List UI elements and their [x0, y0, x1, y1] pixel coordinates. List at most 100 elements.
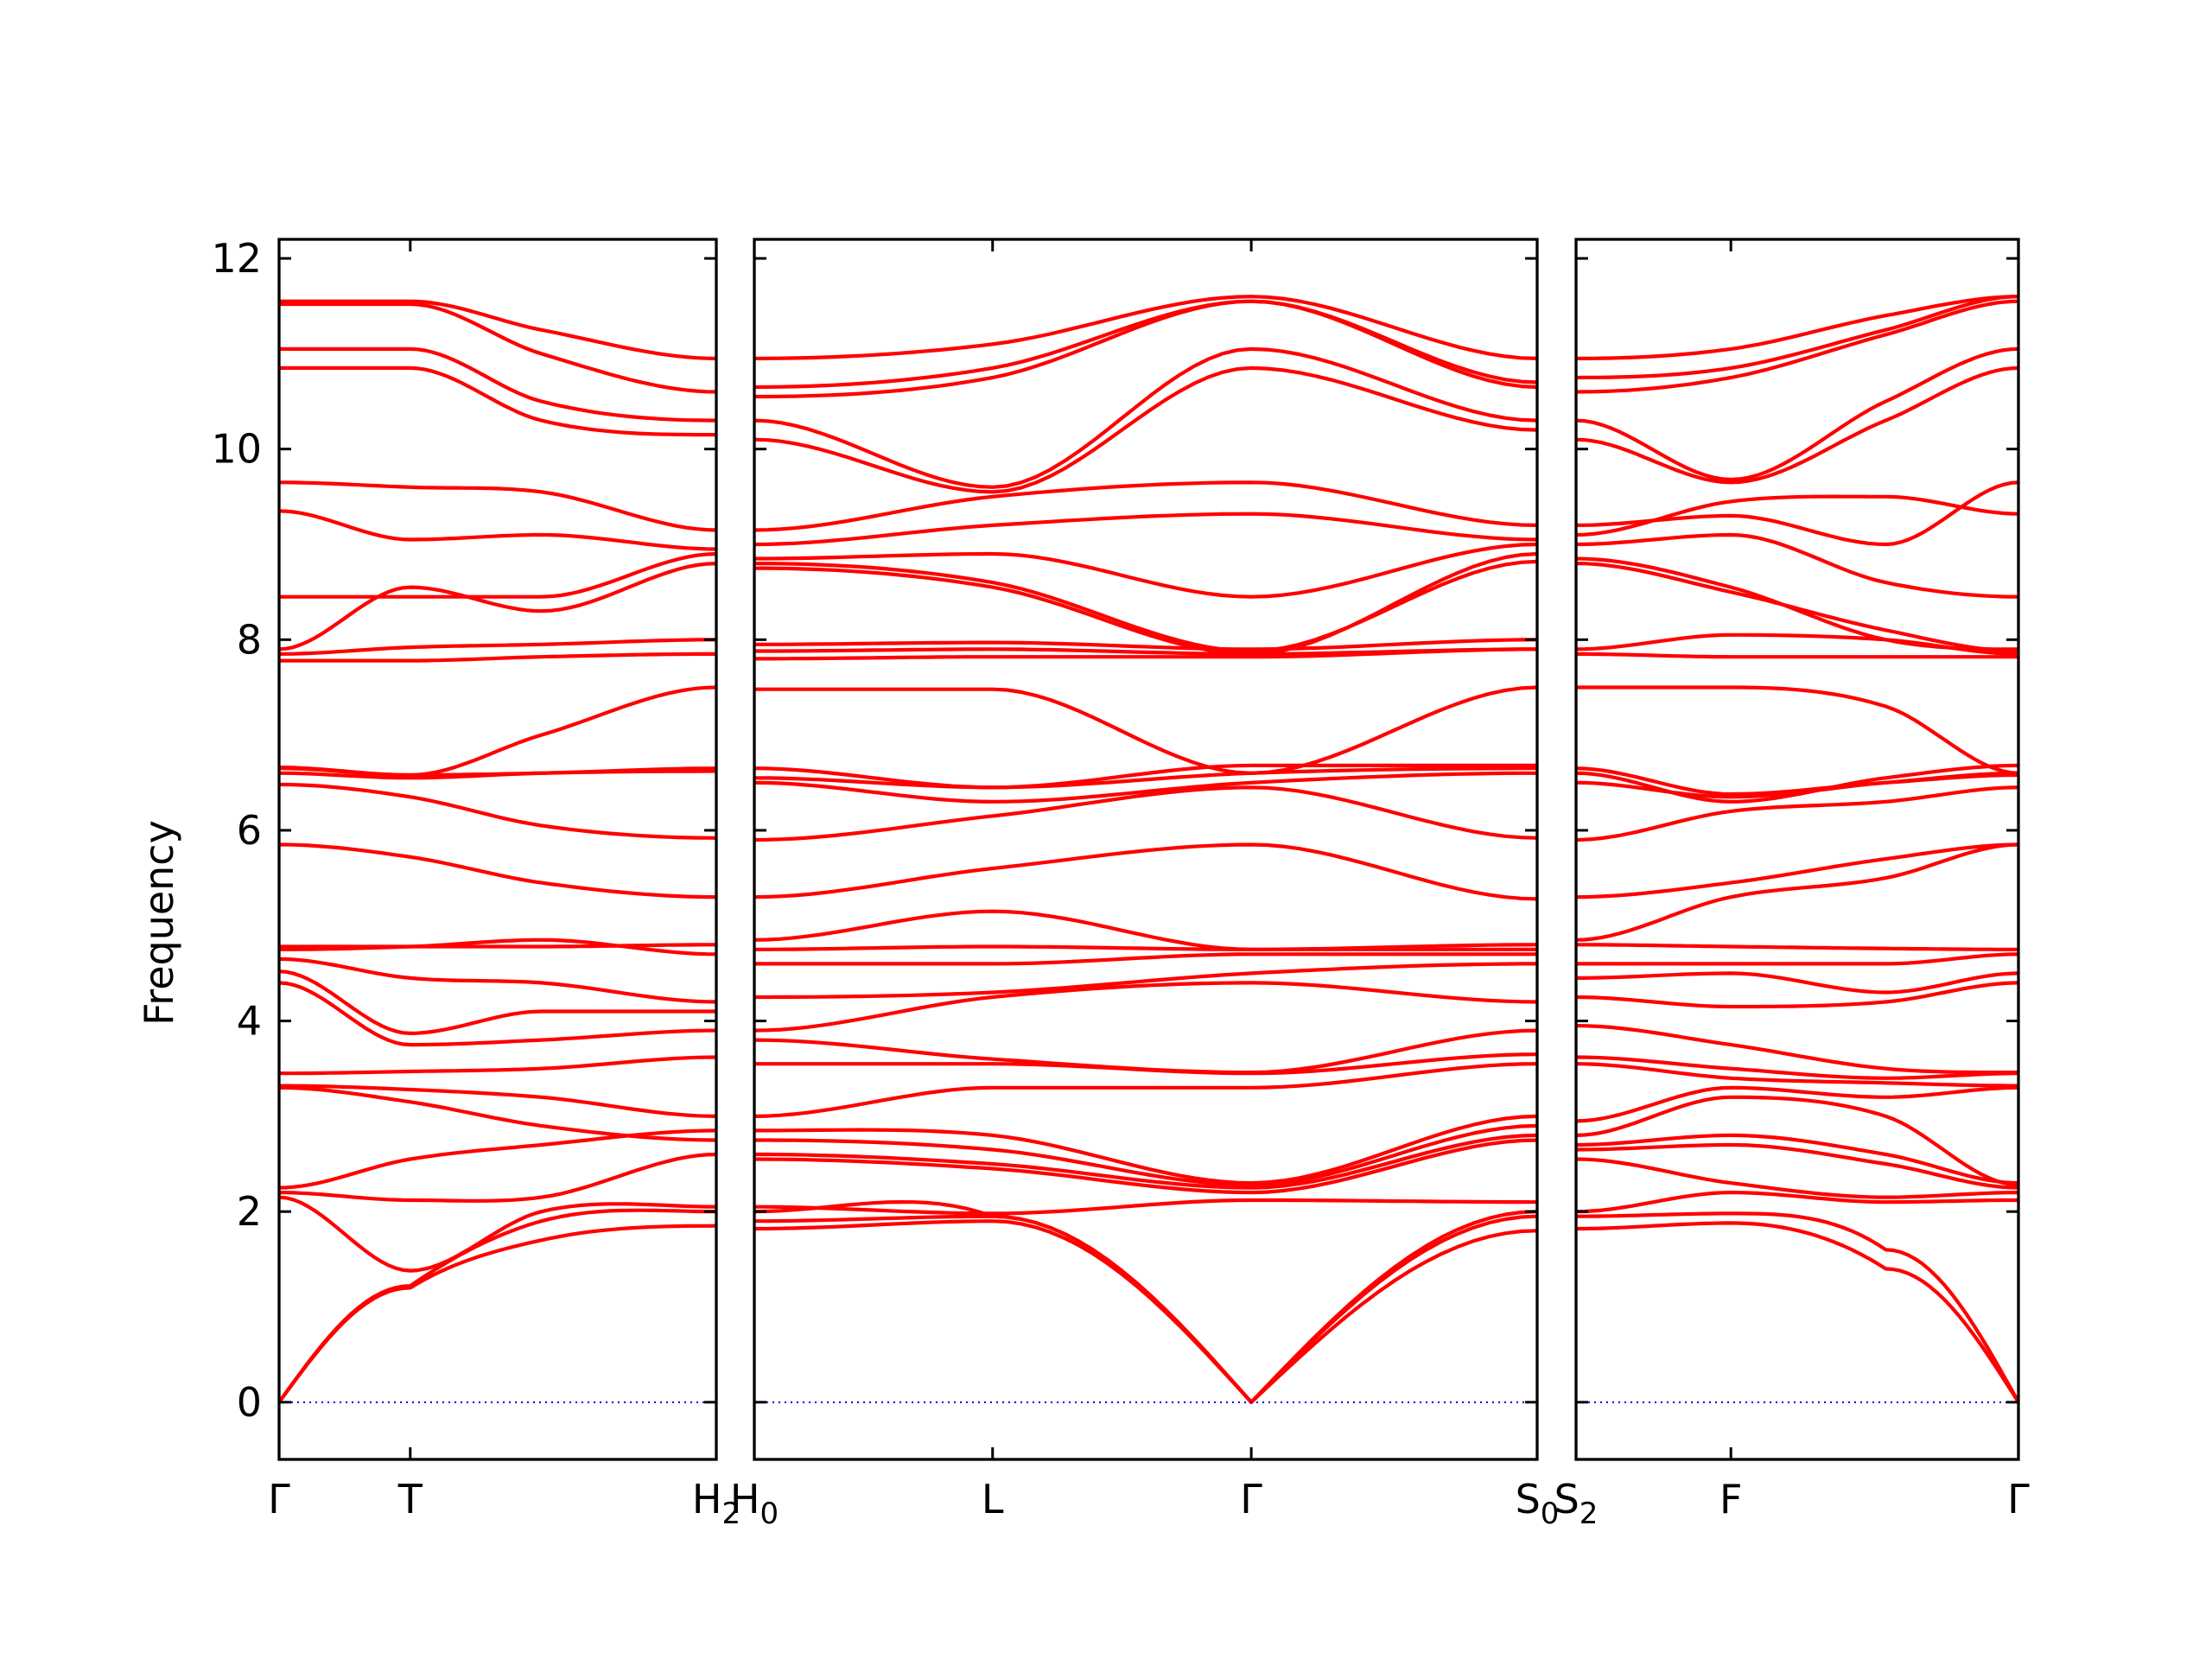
- band-28: [754, 542, 1538, 599]
- band-31: [753, 365, 1538, 494]
- x-tick-label: T: [397, 1476, 423, 1522]
- band-7: [1575, 1095, 2019, 1187]
- band-23: [278, 509, 717, 551]
- band-31: [1575, 346, 2019, 482]
- band-15: [754, 943, 1538, 951]
- band-1: [1576, 1221, 2020, 1403]
- band-12: [753, 981, 1538, 1033]
- band-3: [278, 1195, 717, 1273]
- band-18: [753, 785, 1538, 842]
- band-8: [1575, 1085, 2019, 1123]
- x-tick-label: S0: [1516, 1476, 1560, 1531]
- band-28: [279, 299, 717, 360]
- y-axis-label: Frequency: [136, 820, 182, 1026]
- band-28: [1575, 494, 2019, 537]
- band-30: [1575, 365, 2019, 485]
- y-tick-label: 2: [237, 1188, 262, 1235]
- x-tick-label: L: [982, 1476, 1004, 1522]
- band-13: [279, 943, 716, 949]
- band-20: [1575, 763, 2019, 804]
- band-4: [754, 1198, 1538, 1216]
- band-2: [754, 1214, 1538, 1404]
- band-7: [754, 1123, 1538, 1187]
- band-24: [754, 647, 1538, 656]
- band-15: [1576, 943, 2018, 951]
- band-15: [279, 782, 717, 840]
- band-6: [1575, 1133, 2019, 1185]
- band-12: [1575, 981, 2019, 1009]
- band-9: [753, 1062, 1538, 1118]
- band-27: [279, 302, 717, 394]
- band-1: [754, 1219, 1538, 1404]
- band-8: [754, 1114, 1538, 1185]
- band-14: [279, 842, 717, 899]
- band-33: [754, 299, 1538, 399]
- band-5: [1575, 1142, 2019, 1190]
- y-tick-label: 4: [237, 998, 262, 1045]
- band-16: [753, 909, 1537, 951]
- panel-frame: [753, 238, 1539, 1461]
- band-21: [753, 763, 1537, 790]
- x-tick-label-subscript: 0: [760, 1497, 779, 1531]
- band-6: [754, 1133, 1538, 1190]
- band-4: [1575, 1157, 2019, 1199]
- band-2: [277, 1208, 717, 1404]
- band-11: [1575, 1024, 2018, 1075]
- band-29: [1575, 480, 2019, 547]
- band-3: [1575, 1191, 2018, 1214]
- band-24: [279, 480, 717, 532]
- band-14: [1576, 952, 2019, 966]
- band-20: [753, 766, 1537, 790]
- y-tick-label: 12: [211, 235, 262, 282]
- band-9: [1575, 1062, 2018, 1088]
- band-13: [1576, 971, 2019, 995]
- panel-frame: [1574, 238, 2020, 1461]
- band-26: [1575, 556, 2018, 652]
- band-33: [1575, 295, 2019, 380]
- panel-frame: [277, 238, 718, 1461]
- band-22: [279, 551, 717, 599]
- band-14: [754, 952, 1537, 966]
- band-25: [1575, 562, 2019, 653]
- x-tick-label-subscript: 2: [721, 1497, 741, 1531]
- x-tick-label: Γ: [268, 1476, 290, 1522]
- band-21: [1575, 766, 2018, 797]
- band-34: [1576, 295, 2019, 360]
- band-10: [278, 969, 716, 1035]
- band-26: [754, 551, 1538, 656]
- band-7: [279, 1084, 717, 1118]
- band-20: [278, 638, 716, 656]
- x-tick-label: Γ: [1240, 1476, 1262, 1522]
- x-tick-label-subscript: 2: [1580, 1497, 1599, 1531]
- y-tick-label: 0: [237, 1379, 262, 1426]
- band-27: [1575, 532, 2019, 599]
- band-17: [753, 842, 1538, 901]
- band-5: [753, 1138, 1538, 1195]
- band-32: [753, 346, 1538, 489]
- band-29: [753, 512, 1538, 547]
- band-19: [753, 771, 1537, 804]
- band-4: [278, 1152, 717, 1203]
- x-tick-label: Γ: [2007, 1476, 2030, 1522]
- band-32: [1575, 299, 2019, 394]
- panel-2: H0 L Γ S0: [730, 238, 1560, 1531]
- band-9: [278, 981, 717, 1047]
- band-13: [754, 962, 1537, 1000]
- band-34: [753, 299, 1538, 390]
- band-11: [278, 957, 717, 1004]
- band-26: [279, 346, 717, 423]
- band-22: [754, 685, 1538, 775]
- band-2: [1576, 1211, 2020, 1403]
- band-3: [753, 1200, 1538, 1404]
- band-18: [278, 685, 717, 778]
- band-17: [1575, 842, 2019, 899]
- band-21: [278, 562, 717, 652]
- x-tick-label-subscript: 0: [1541, 1497, 1560, 1531]
- band-35: [753, 295, 1538, 360]
- x-tick-label: S2: [1554, 1476, 1599, 1531]
- y-tick-label: 8: [237, 616, 262, 663]
- y-tick-label: 10: [211, 426, 262, 473]
